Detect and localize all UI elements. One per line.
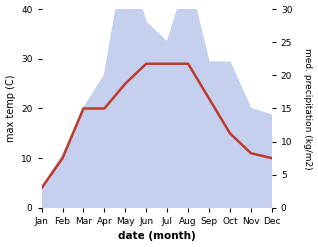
X-axis label: date (month): date (month): [118, 231, 196, 242]
Y-axis label: med. precipitation (kg/m2): med. precipitation (kg/m2): [303, 48, 313, 169]
Y-axis label: max temp (C): max temp (C): [5, 75, 16, 142]
